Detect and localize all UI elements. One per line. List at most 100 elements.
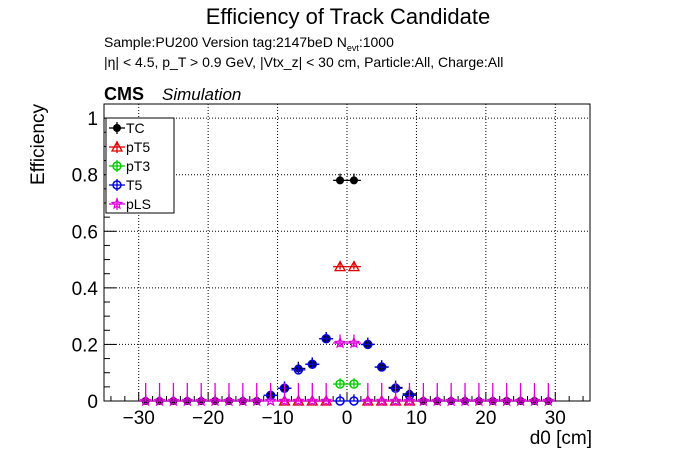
data-point xyxy=(152,383,167,407)
legend-label: pT5 xyxy=(126,139,150,155)
data-point xyxy=(333,378,347,389)
chart-title: Efficiency of Track Candidate xyxy=(205,4,491,29)
marker xyxy=(250,394,264,407)
marker xyxy=(305,394,319,407)
marker xyxy=(347,260,361,272)
marker xyxy=(264,394,277,407)
legend-marker xyxy=(112,161,122,171)
marker xyxy=(349,176,358,185)
y-tick-label: 0 xyxy=(87,392,98,413)
data-point xyxy=(180,383,195,407)
y-tick-label: 0.6 xyxy=(72,222,98,243)
x-tick-label: 20 xyxy=(475,408,496,429)
data-point xyxy=(416,383,431,407)
series-pls xyxy=(138,334,556,407)
series-tc xyxy=(138,173,556,405)
data-point xyxy=(305,383,320,407)
data-point xyxy=(333,260,347,272)
simulation-label: Simulation xyxy=(162,85,242,104)
data-point xyxy=(305,357,320,369)
marker xyxy=(167,394,180,407)
marker xyxy=(208,394,222,407)
data-point xyxy=(471,383,486,407)
legend-label: pLS xyxy=(126,196,151,212)
marker xyxy=(347,336,361,349)
marker xyxy=(363,339,373,350)
marker xyxy=(389,394,402,407)
data-point xyxy=(333,334,347,349)
data-point xyxy=(333,173,347,185)
data-point xyxy=(347,260,361,272)
marker xyxy=(376,362,387,372)
selection-cuts-line: |η| < 4.5, p_T > 0.9 GeV, |Vtx_z| < 30 c… xyxy=(104,54,504,70)
marker xyxy=(321,334,331,344)
marker xyxy=(153,394,166,407)
marker xyxy=(307,359,318,369)
data-point xyxy=(402,383,417,407)
marker xyxy=(417,394,430,407)
marker xyxy=(542,394,555,407)
data-point xyxy=(347,173,361,185)
legend-marker xyxy=(113,124,121,132)
data-point xyxy=(374,360,389,372)
data-point xyxy=(513,383,528,407)
data-point xyxy=(319,383,334,407)
legend-item-tc: TC xyxy=(109,120,145,136)
data-point xyxy=(388,383,403,407)
data-marks xyxy=(138,173,556,407)
data-point xyxy=(360,383,375,407)
data-point xyxy=(458,383,472,407)
marker xyxy=(292,394,305,407)
x-tick-label: 30 xyxy=(545,408,566,429)
legend-item-t5: T5 xyxy=(109,177,143,193)
marker xyxy=(333,260,347,272)
data-point xyxy=(319,331,334,344)
marker xyxy=(335,379,345,389)
data-point xyxy=(347,378,361,389)
marker xyxy=(430,394,444,407)
legend-label: pT3 xyxy=(126,158,150,174)
legend-label: T5 xyxy=(126,177,143,193)
data-point xyxy=(235,383,250,407)
sample-info-line: Sample:PU200 Version tag:2147beD Nevt:10… xyxy=(104,34,394,53)
marker xyxy=(293,365,304,375)
nevt-value: :1000 xyxy=(358,34,394,50)
y-tick-label: 1 xyxy=(87,109,98,130)
grid-lines xyxy=(104,104,590,401)
x-tick-label: 10 xyxy=(406,408,427,429)
y-tick-label: 0.4 xyxy=(72,279,99,300)
x-tick-label: −20 xyxy=(192,408,224,429)
x-tick-label: −10 xyxy=(261,408,293,429)
y-axis-label: Efficiency xyxy=(28,104,49,185)
data-point xyxy=(527,383,542,407)
x-tick-label: −30 xyxy=(123,408,155,429)
marker xyxy=(222,394,236,407)
legend-marker xyxy=(110,140,124,152)
data-point xyxy=(277,383,292,407)
marker xyxy=(236,394,250,407)
marker xyxy=(335,396,345,406)
marker xyxy=(319,394,333,407)
marker xyxy=(194,394,208,407)
marker xyxy=(139,394,152,407)
series-pt3 xyxy=(333,378,361,389)
data-point xyxy=(208,383,223,407)
marker xyxy=(278,394,291,407)
data-point xyxy=(485,383,500,407)
legend-item-pt5: pT5 xyxy=(109,139,150,155)
marker xyxy=(181,394,194,407)
nevt-subscript: evt xyxy=(346,42,359,53)
data-point xyxy=(249,383,264,407)
data-point xyxy=(374,383,389,407)
marker xyxy=(336,176,345,185)
legend-marker xyxy=(112,180,122,190)
marker xyxy=(486,394,500,407)
data-point xyxy=(194,383,209,407)
y-tick-label: 0.2 xyxy=(72,335,98,356)
axis-ticks: −30 −20 −10 0 10 20 30 0 0.2 0.4 0.6 0.8 1 xyxy=(72,109,584,429)
x-tick-label: 0 xyxy=(342,408,353,429)
marker xyxy=(472,394,486,407)
data-point xyxy=(430,383,445,407)
data-point xyxy=(499,383,514,407)
